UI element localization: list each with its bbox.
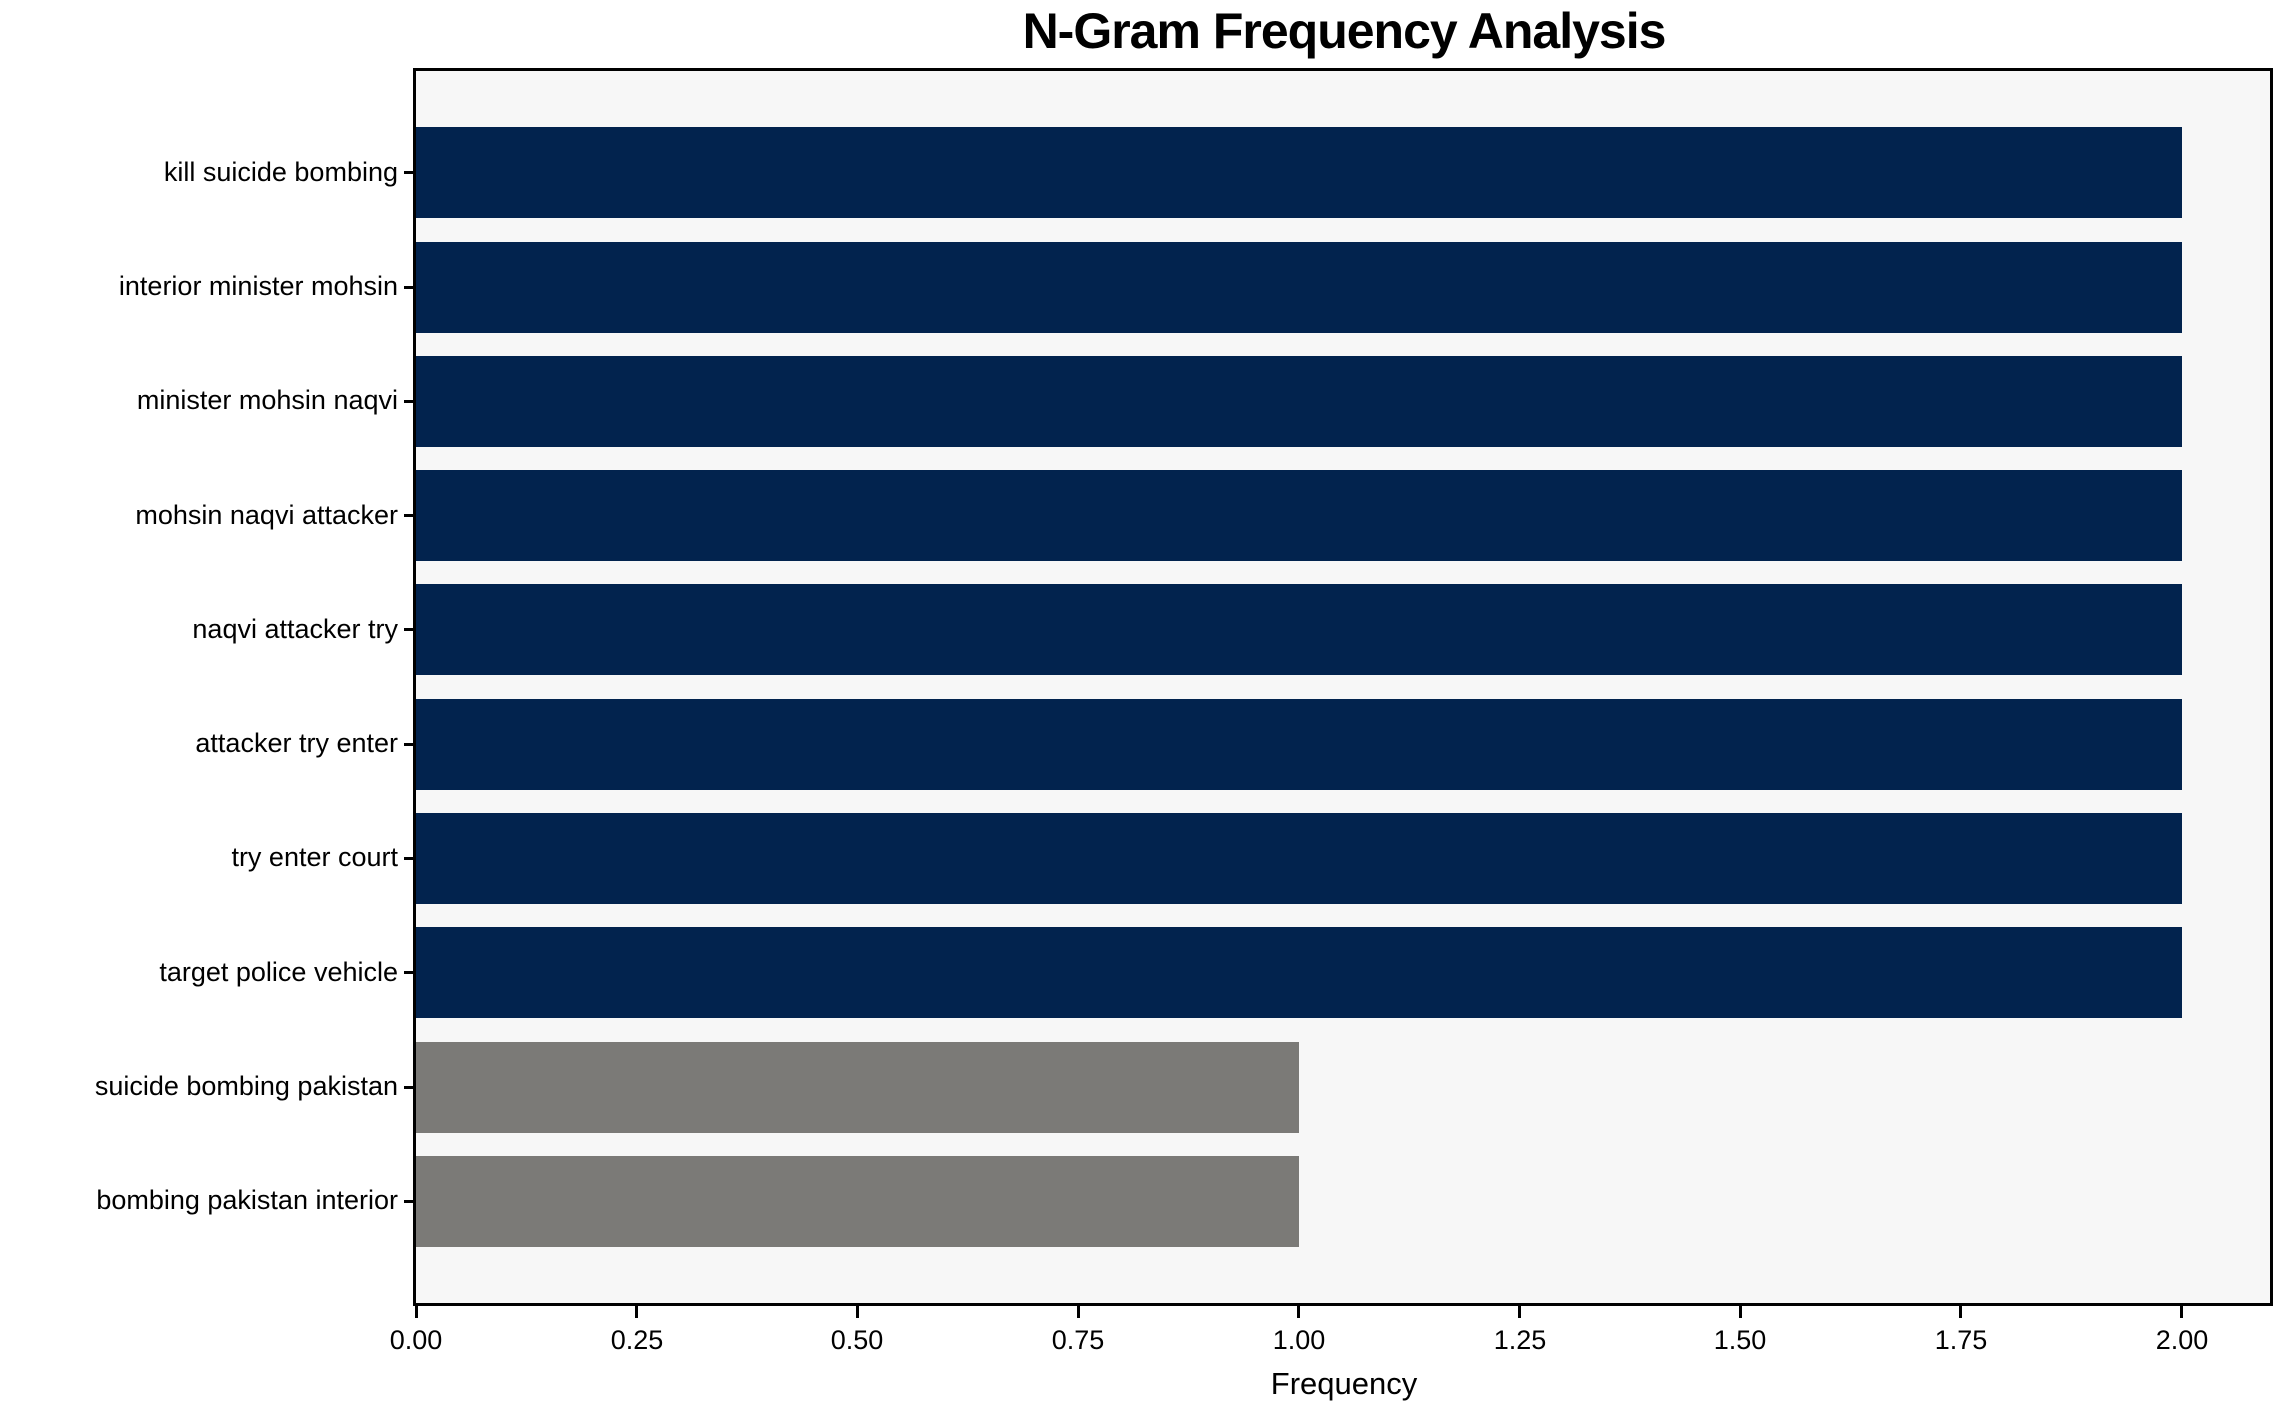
y-tick-mark [404, 171, 416, 174]
x-tick-label: 1.50 [1713, 1325, 1767, 1355]
chart-title: N-Gram Frequency Analysis [1022, 3, 1667, 59]
y-tick-label: interior minister mohsin [118, 271, 398, 301]
y-tick-label: bombing pakistan interior [96, 1185, 398, 1215]
x-tick-label: 1.25 [1493, 1325, 1547, 1355]
y-tick-mark [404, 286, 416, 289]
bar [416, 584, 2182, 675]
y-tick-mark [404, 1086, 416, 1089]
x-axis-title: Frequency [1270, 1366, 1418, 1401]
x-tick-mark [856, 1306, 859, 1318]
bar [416, 699, 2182, 790]
x-tick-label: 0.50 [830, 1325, 884, 1355]
bar [416, 127, 2182, 218]
y-tick-mark [404, 628, 416, 631]
y-tick-label: minister mohsin naqvi [136, 385, 398, 415]
y-tick-label: kill suicide bombing [163, 157, 398, 187]
y-tick-mark [404, 971, 416, 974]
y-tick-label: suicide bombing pakistan [94, 1071, 398, 1101]
bar [416, 813, 2182, 904]
x-tick-label: 0.00 [389, 1325, 443, 1355]
x-tick-mark [2180, 1306, 2183, 1318]
y-tick-label: try enter court [231, 842, 398, 872]
bar [416, 470, 2182, 561]
y-tick-mark [404, 857, 416, 860]
x-tick-mark [1297, 1306, 1300, 1318]
x-tick-mark [1077, 1306, 1080, 1318]
y-tick-mark [404, 514, 416, 517]
bar [416, 927, 2182, 1018]
x-tick-mark [1959, 1306, 1962, 1318]
x-tick-label: 0.75 [1051, 1325, 1105, 1355]
y-tick-label: target police vehicle [159, 957, 398, 987]
x-tick-label: 1.75 [1934, 1325, 1988, 1355]
x-tick-label: 2.00 [2155, 1325, 2209, 1355]
x-tick-label: 0.25 [610, 1325, 664, 1355]
y-tick-mark [404, 1200, 416, 1203]
x-tick-mark [1739, 1306, 1742, 1318]
bar [416, 1042, 1299, 1133]
x-tick-mark [1518, 1306, 1521, 1318]
plot-area [413, 68, 2273, 1306]
bar [416, 242, 2182, 333]
bar [416, 1156, 1299, 1247]
y-tick-label: attacker try enter [195, 728, 398, 758]
x-tick-mark [415, 1306, 418, 1318]
bar [416, 356, 2182, 447]
y-tick-label: naqvi attacker try [192, 614, 398, 644]
y-tick-mark [404, 743, 416, 746]
x-tick-mark [635, 1306, 638, 1318]
y-tick-label: mohsin naqvi attacker [135, 500, 398, 530]
x-tick-label: 1.00 [1272, 1325, 1326, 1355]
y-tick-mark [404, 400, 416, 403]
